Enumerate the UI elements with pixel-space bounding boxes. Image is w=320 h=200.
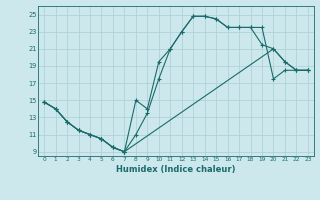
- X-axis label: Humidex (Indice chaleur): Humidex (Indice chaleur): [116, 165, 236, 174]
